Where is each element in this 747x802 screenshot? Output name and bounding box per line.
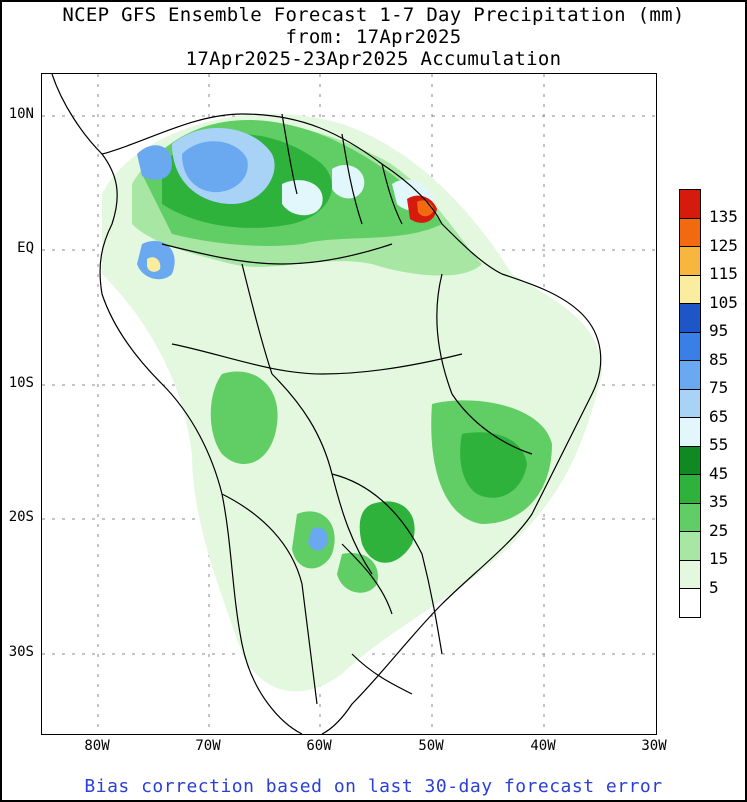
legend-swatch bbox=[679, 445, 701, 475]
legend-label: 105 bbox=[709, 292, 738, 312]
legend-swatch bbox=[679, 417, 701, 447]
precipitation-map bbox=[41, 73, 657, 735]
legend-swatch bbox=[679, 360, 701, 390]
legend-label: 85 bbox=[709, 349, 729, 369]
legend-swatch bbox=[679, 388, 701, 418]
legend-label: 25 bbox=[709, 520, 729, 540]
title-line-3: 17Apr2025-23Apr2025 Accumulation bbox=[185, 48, 562, 70]
legend-swatch bbox=[679, 588, 701, 618]
legend-swatch bbox=[679, 217, 701, 247]
legend-label: 75 bbox=[709, 378, 729, 397]
lon-label-80w: 80W bbox=[84, 738, 110, 754]
lat-label-20s: 20S bbox=[8, 509, 34, 525]
legend-swatch bbox=[679, 559, 701, 589]
title-line-2: from: 17Apr2025 bbox=[285, 26, 462, 48]
legend-swatch bbox=[679, 502, 701, 532]
legend-label: 55 bbox=[709, 435, 729, 454]
lon-label-70w: 70W bbox=[195, 738, 221, 754]
legend-label: 5 bbox=[709, 577, 719, 597]
legend-label: 125 bbox=[709, 235, 738, 255]
legend-swatch bbox=[679, 246, 701, 276]
lon-label-40w: 40W bbox=[530, 738, 556, 754]
title-line-1: NCEP GFS Ensemble Forecast 1-7 Day Preci… bbox=[62, 4, 685, 26]
legend-swatch bbox=[679, 531, 701, 561]
legend-label: 65 bbox=[709, 406, 729, 426]
lon-label-60w: 60W bbox=[306, 738, 332, 754]
lat-label-10s: 10S bbox=[8, 375, 34, 391]
legend-label: 135 bbox=[709, 207, 738, 226]
lon-label-30w: 30W bbox=[641, 738, 667, 754]
legend-swatch bbox=[679, 274, 701, 304]
lat-label-30s: 30S bbox=[8, 644, 34, 660]
footer-note: Bias correction based on last 30-day for… bbox=[84, 776, 663, 797]
legend-swatch bbox=[679, 189, 701, 219]
precip-shading bbox=[102, 113, 602, 692]
legend-label: 45 bbox=[709, 463, 729, 483]
legend-label: 115 bbox=[709, 264, 738, 283]
lat-label-eq: EQ bbox=[17, 240, 34, 256]
map-svg bbox=[42, 74, 656, 734]
legend-swatch bbox=[679, 303, 701, 333]
coastlines-borders bbox=[51, 74, 602, 734]
lon-label-50w: 50W bbox=[418, 738, 444, 754]
legend-label: 35 bbox=[709, 492, 729, 511]
legend-swatch bbox=[679, 331, 701, 361]
legend-swatch bbox=[679, 474, 701, 504]
lat-label-10n: 10N bbox=[8, 106, 34, 122]
legend-label: 15 bbox=[709, 549, 729, 568]
legend-label: 95 bbox=[709, 321, 729, 340]
